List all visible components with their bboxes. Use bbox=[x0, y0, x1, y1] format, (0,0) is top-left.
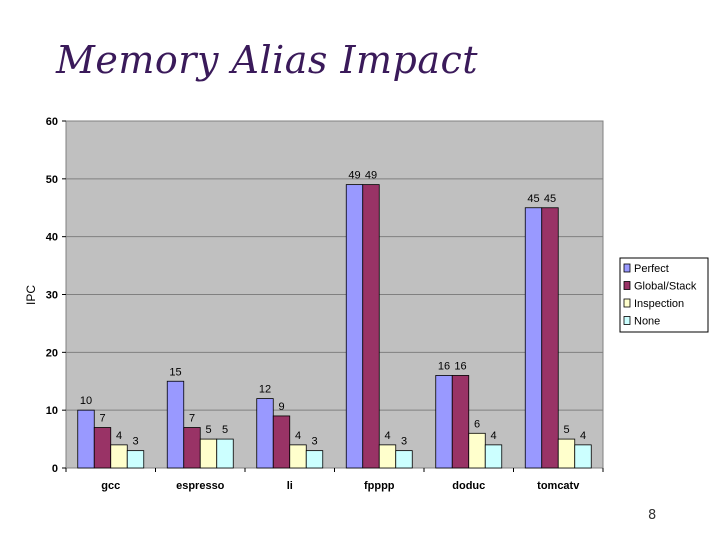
data-label: 5 bbox=[222, 424, 228, 436]
bar-doduc-none bbox=[484, 444, 503, 469]
data-label: 4 bbox=[116, 430, 122, 442]
bar-gcc-perfect bbox=[77, 409, 95, 469]
x-tick-label: doduc bbox=[452, 480, 485, 492]
data-label: 5 bbox=[563, 424, 569, 436]
data-label: 4 bbox=[490, 430, 496, 442]
data-label: 3 bbox=[132, 436, 138, 448]
bar-tomcatv-global-stack bbox=[541, 207, 559, 469]
data-label: 5 bbox=[205, 424, 211, 436]
x-tick-label: fpppp bbox=[364, 480, 395, 492]
data-label: 4 bbox=[295, 430, 301, 442]
data-label: 4 bbox=[384, 430, 390, 442]
legend-box bbox=[619, 257, 709, 333]
data-label: 7 bbox=[189, 413, 195, 425]
bar-espresso-none bbox=[216, 438, 234, 469]
y-tick-label: 0 bbox=[52, 463, 58, 475]
y-tick-label: 60 bbox=[46, 116, 58, 128]
bar-doduc-inspection bbox=[468, 432, 486, 469]
data-label: 6 bbox=[474, 418, 480, 430]
data-label: 49 bbox=[365, 170, 377, 182]
data-label: 4 bbox=[580, 430, 586, 442]
legend-swatch bbox=[623, 316, 631, 325]
bar-tomcatv-perfect bbox=[524, 207, 543, 469]
data-label: 12 bbox=[259, 384, 271, 396]
legend-label: Global/Stack bbox=[634, 281, 697, 293]
bar-fpppp-perfect bbox=[345, 184, 364, 469]
x-tick-label: li bbox=[287, 480, 293, 492]
y-tick-label: 50 bbox=[46, 174, 58, 186]
legend-swatch bbox=[623, 263, 631, 273]
bar-gcc-none bbox=[126, 450, 145, 469]
data-label: 3 bbox=[311, 436, 317, 448]
data-label: 15 bbox=[169, 366, 181, 378]
bar-espresso-global-stack bbox=[183, 427, 201, 469]
bar-doduc-perfect bbox=[435, 375, 453, 469]
x-tick-label: espresso bbox=[176, 480, 225, 492]
bar-espresso-inspection bbox=[199, 438, 218, 469]
y-axis-label: IPC bbox=[24, 285, 38, 305]
bar-gcc-inspection bbox=[110, 444, 128, 469]
x-tick-label: tomcatv bbox=[537, 480, 580, 492]
data-label: 45 bbox=[544, 193, 556, 205]
page-number: 8 bbox=[648, 508, 657, 523]
bar-li-inspection bbox=[289, 444, 307, 469]
legend-label: Perfect bbox=[634, 263, 669, 275]
y-tick-label: 30 bbox=[46, 290, 58, 302]
data-label: 3 bbox=[401, 436, 407, 448]
y-axis-ticks: 0 10 20 30 40 50 60 bbox=[46, 116, 66, 475]
gridlines bbox=[66, 178, 603, 411]
y-tick-label: 10 bbox=[46, 405, 58, 417]
legend-swatch bbox=[623, 298, 631, 308]
legend: Perfect Global/Stack Inspection None bbox=[619, 257, 709, 333]
bar-fpppp-none bbox=[395, 450, 413, 469]
bar-li-none bbox=[305, 450, 324, 469]
bar-espresso-perfect bbox=[166, 380, 185, 469]
data-label: 9 bbox=[278, 401, 284, 413]
legend-swatch bbox=[623, 281, 631, 290]
bar-doduc-global-stack bbox=[451, 375, 470, 469]
data-label: 10 bbox=[80, 395, 92, 407]
legend-label: Inspection bbox=[634, 298, 684, 310]
bar-fpppp-global-stack bbox=[362, 184, 380, 469]
bar-fpppp-inspection bbox=[378, 444, 397, 469]
legend-label: None bbox=[634, 316, 660, 328]
data-label: 45 bbox=[527, 193, 539, 205]
data-label: 49 bbox=[348, 170, 360, 182]
x-axis-categories: gcc espresso li fpppp doduc tomcatv bbox=[65, 468, 604, 492]
bar-tomcatv-inspection bbox=[557, 438, 576, 469]
x-tick-label: gcc bbox=[101, 480, 120, 492]
bar-li-perfect bbox=[256, 398, 274, 469]
data-label: 16 bbox=[438, 360, 450, 372]
bar-gcc-global-stack bbox=[93, 427, 112, 469]
y-tick-label: 40 bbox=[46, 232, 58, 244]
data-label: 7 bbox=[99, 413, 105, 425]
slide-title: Memory Alias Impact bbox=[56, 38, 479, 82]
bar-tomcatv-none bbox=[574, 444, 592, 469]
bar-li-global-stack bbox=[272, 415, 291, 469]
data-label: 16 bbox=[454, 360, 466, 372]
y-tick-label: 20 bbox=[46, 347, 58, 359]
